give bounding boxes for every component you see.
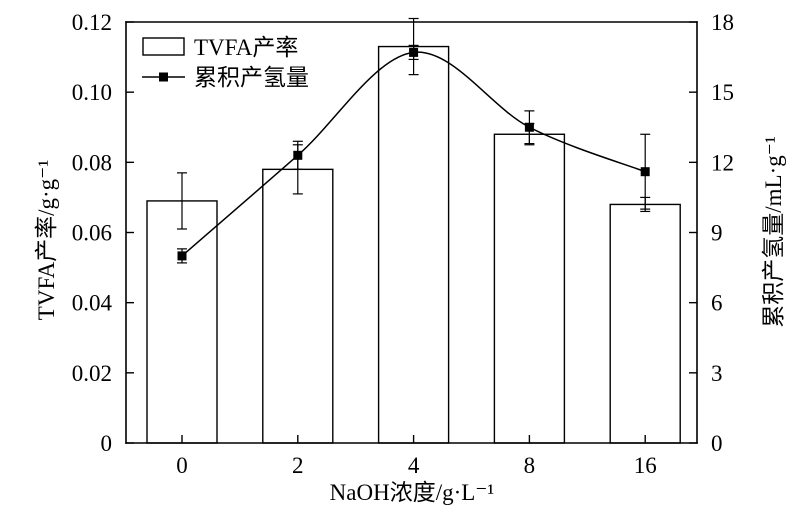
y-axis-title-right: 累积产氢量/mL·g⁻¹ (761, 136, 786, 328)
bar-naoh-0 (146, 200, 218, 444)
legend-bar-swatch-icon (142, 37, 185, 56)
bar-naoh-8 (493, 133, 566, 444)
bar-error-naoh-0 (177, 172, 187, 230)
axis-ticks (126, 21, 697, 444)
bar-naoh-2 (262, 168, 334, 444)
y-axis-title-left: TVFA产率/g·g⁻¹ (34, 160, 59, 321)
legend-label-hydrogen: 累积产氢量 (194, 65, 309, 90)
y-left-tick-label-0: 0 (101, 431, 113, 456)
point-naoh-2 (293, 150, 303, 160)
x-tick-label-4: 4 (408, 453, 420, 478)
legend-label-tvfa: TVFA产率 (194, 35, 298, 60)
x-tick-label-16: 16 (634, 453, 657, 478)
bar-naoh-16 (609, 203, 681, 444)
point-naoh-8 (524, 122, 534, 132)
y-left-tick-label-0.06: 0.06 (72, 221, 112, 246)
point-naoh-0 (177, 251, 187, 261)
point-naoh-16 (640, 167, 650, 177)
point-naoh-4 (409, 47, 419, 57)
y-right-tick-label-9: 9 (711, 221, 723, 246)
y-left-tick-label-0.10: 0.10 (72, 80, 112, 105)
y-right-tick-label-18: 18 (711, 10, 734, 35)
axis-tick-labels: 0 0.02 0.04 0.06 0.08 0.10 0.12 0 3 6 9 12 15 18 0 2 4 8 1… (72, 10, 734, 478)
y-left-tick-label-0.12: 0.12 (72, 10, 112, 35)
legend: TVFA产率 累积产氢量 (142, 35, 309, 90)
y-right-tick-label-6: 6 (711, 291, 723, 316)
bar-series-tvfa (146, 45, 681, 444)
bar-naoh-4 (377, 45, 450, 444)
hydrogen-yield-markers (177, 47, 650, 261)
y-right-tick-label-12: 12 (711, 150, 734, 175)
y-left-tick-label-0.02: 0.02 (72, 361, 112, 386)
x-tick-label-2: 2 (292, 453, 304, 478)
y-right-tick-label-15: 15 (711, 80, 734, 105)
y-right-tick-label-3: 3 (711, 361, 723, 386)
legend-square-marker-icon (159, 72, 168, 82)
y-left-tick-label-0.08: 0.08 (72, 150, 112, 175)
x-axis-title: NaOH浓度/g·L⁻¹ (330, 480, 495, 505)
x-tick-label-8: 8 (524, 453, 536, 478)
y-right-tick-label-0: 0 (711, 431, 723, 456)
x-tick-label-0: 0 (176, 453, 188, 478)
y-left-tick-label-0.04: 0.04 (72, 291, 113, 316)
